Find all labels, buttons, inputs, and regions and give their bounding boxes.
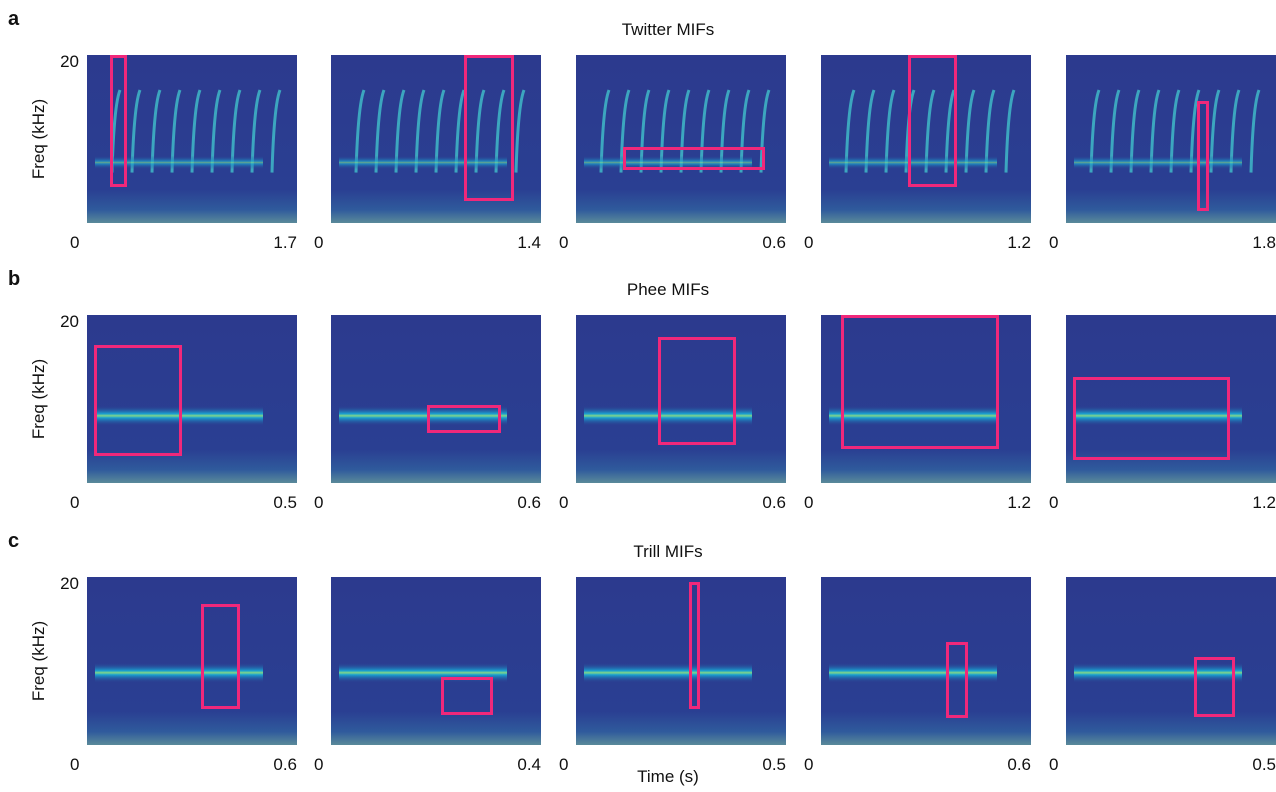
y-tick-label: 20 xyxy=(60,574,79,593)
mif-box xyxy=(946,642,968,718)
mif-box xyxy=(689,582,700,709)
x-tick-label: 0.6 xyxy=(1007,755,1031,774)
x-tick-label: 0 xyxy=(314,493,323,512)
syllable xyxy=(270,89,282,173)
syllable xyxy=(514,89,526,173)
x-tick-label: 0 xyxy=(559,493,568,512)
band xyxy=(1074,662,1242,683)
mif-box xyxy=(201,604,240,709)
x-tick-label: 0 xyxy=(804,233,813,252)
x-tick-label: 0 xyxy=(70,233,79,252)
band xyxy=(1074,155,1242,170)
x-tick-label: 0 xyxy=(804,755,813,774)
spectrogram xyxy=(331,315,541,483)
band xyxy=(584,405,752,426)
spectrogram xyxy=(87,577,297,745)
mif-box xyxy=(427,405,501,433)
y-axis-label: Freq (kHz) xyxy=(29,621,48,701)
x-axis-label: Time (s) xyxy=(637,767,699,786)
row-title: Phee MIFs xyxy=(627,280,709,299)
row-title: Twitter MIFs xyxy=(622,20,715,39)
band xyxy=(339,155,507,170)
x-tick-label: 0 xyxy=(70,493,79,512)
y-tick-label: 20 xyxy=(60,52,79,71)
spectrogram xyxy=(1066,577,1276,745)
syllable xyxy=(1004,89,1016,173)
x-tick-label: 1.4 xyxy=(517,233,541,252)
y-tick-label: 20 xyxy=(60,312,79,331)
mif-box xyxy=(1197,101,1209,211)
x-tick-label: 0.5 xyxy=(273,493,297,512)
x-tick-label: 0 xyxy=(314,233,323,252)
x-tick-label: 0.5 xyxy=(762,755,786,774)
band xyxy=(95,155,263,170)
band xyxy=(829,155,997,170)
mif-box xyxy=(908,55,957,187)
band xyxy=(95,662,263,683)
band xyxy=(829,662,997,683)
mif-box xyxy=(110,55,127,187)
spectrogram xyxy=(576,315,786,483)
spectrogram xyxy=(576,577,786,745)
x-tick-label: 1.8 xyxy=(1252,233,1276,252)
panel-label: a xyxy=(8,8,20,30)
mif-box xyxy=(623,147,765,170)
x-tick-label: 1.2 xyxy=(1007,233,1031,252)
syllable xyxy=(759,89,771,173)
spectrogram xyxy=(821,577,1031,745)
y-axis-label: Freq (kHz) xyxy=(29,359,48,439)
x-tick-label: 0 xyxy=(314,755,323,774)
mif-box xyxy=(1073,377,1230,460)
syllable xyxy=(1249,89,1261,173)
x-tick-label: 0 xyxy=(559,233,568,252)
x-tick-label: 0.6 xyxy=(517,493,541,512)
x-tick-label: 1.7 xyxy=(273,233,297,252)
mif-box xyxy=(94,345,182,456)
x-tick-label: 0.6 xyxy=(762,493,786,512)
x-tick-label: 0 xyxy=(70,755,79,774)
x-tick-label: 0 xyxy=(559,755,568,774)
band xyxy=(584,662,752,683)
band xyxy=(339,405,507,426)
row-title: Trill MIFs xyxy=(633,542,702,561)
x-tick-label: 0 xyxy=(1049,755,1058,774)
panel-label: c xyxy=(8,530,19,552)
mif-box xyxy=(841,315,999,449)
y-axis-label: Freq (kHz) xyxy=(29,99,48,179)
x-tick-label: 1.2 xyxy=(1252,493,1276,512)
x-tick-label: 0 xyxy=(1049,233,1058,252)
x-tick-label: 0.4 xyxy=(517,755,541,774)
band xyxy=(829,405,997,426)
x-tick-label: 0 xyxy=(1049,493,1058,512)
spectrogram xyxy=(87,315,297,483)
x-tick-label: 0.6 xyxy=(273,755,297,774)
spectrogram xyxy=(331,577,541,745)
mif-box xyxy=(658,337,736,445)
mif-box xyxy=(1194,657,1235,717)
spectrogram xyxy=(821,315,1031,483)
x-tick-label: 0 xyxy=(804,493,813,512)
x-tick-label: 0.6 xyxy=(762,233,786,252)
panel-label: b xyxy=(8,268,20,290)
mif-box xyxy=(464,55,514,201)
x-tick-label: 0.5 xyxy=(1252,755,1276,774)
band xyxy=(1074,405,1242,426)
mif-box xyxy=(441,677,493,715)
x-tick-label: 1.2 xyxy=(1007,493,1031,512)
spectrogram xyxy=(1066,315,1276,483)
